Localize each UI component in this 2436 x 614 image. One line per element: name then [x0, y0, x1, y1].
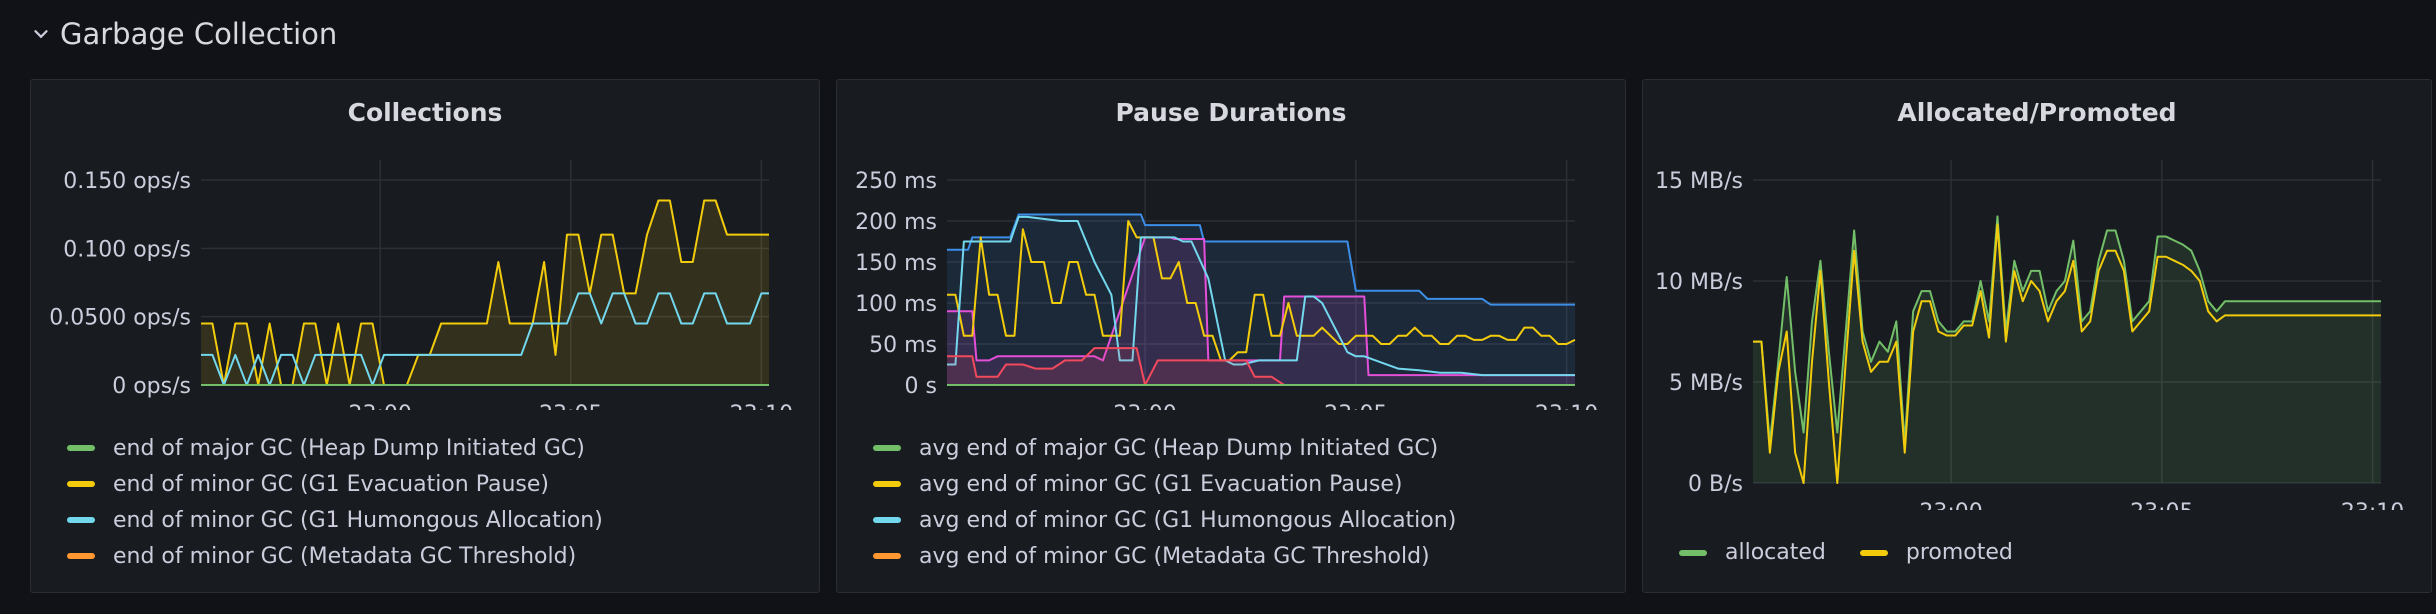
- legend-swatch: [1859, 549, 1888, 556]
- series-1: [1753, 223, 2381, 484]
- legend-label: promoted: [1905, 540, 2013, 565]
- legend-label: avg end of major GC (Heap Dump Initiated…: [919, 435, 1439, 461]
- x-tick-label: 23:05: [2130, 500, 2193, 510]
- legend-swatch: [1679, 549, 1707, 556]
- series-0: [1753, 215, 2381, 484]
- series-area: [947, 348, 1575, 385]
- legend-item[interactable]: avg end of minor GC (G1 Humongous Alloca…: [873, 502, 1456, 538]
- series-0: [947, 213, 1575, 385]
- panel-title: Collections: [347, 98, 503, 127]
- legend-label: avg end of minor GC (Metadata GC Thresho…: [919, 543, 1430, 569]
- legend-label: allocated: [1725, 540, 1826, 565]
- x-tick-label: 23:05: [539, 402, 602, 410]
- panel-collections[interactable]: Collections 0 ops/s 0.0500 ops/s 0.100 ops…: [30, 79, 820, 593]
- series-line: [947, 213, 1575, 306]
- chevron-down-icon: [34, 30, 48, 39]
- legend-item[interactable]: end of major GC (Heap Dump Initiated GC): [67, 430, 603, 466]
- chart-svg[interactable]: 0 ops/s 0.0500 ops/s 0.100 ops/s 0.150 ops/…: [31, 80, 819, 410]
- legend: end of major GC (Heap Dump Initiated GC)…: [67, 430, 603, 574]
- legend-label: end of minor GC (Metadata GC Threshold): [113, 543, 577, 569]
- series-area: [201, 200, 769, 385]
- x-tick-label: 23:10: [1535, 402, 1598, 410]
- y-tick-label: 0 ops/s: [112, 374, 191, 399]
- legend-item[interactable]: end of minor GC (Metadata GC Threshold): [67, 538, 603, 574]
- legend-item[interactable]: avg end of minor GC (Metadata GC Thresho…: [873, 538, 1456, 574]
- series-line: [1753, 223, 2381, 484]
- panel-title: Pause Durations: [1115, 98, 1347, 127]
- legend-swatch: [67, 481, 95, 487]
- y-tick-label: 0.100 ops/s: [63, 237, 191, 262]
- x-tick-label: 23:10: [2341, 500, 2404, 510]
- series-area: [947, 214, 1575, 385]
- y-tick-label: 0.0500 ops/s: [49, 306, 191, 331]
- y-tick-label: 0 B/s: [1688, 472, 1743, 497]
- series-1: [201, 292, 769, 386]
- chart-svg[interactable]: 0 s 50 ms 100 ms 150 ms 200 ms 250 ms 23:00 23:…: [837, 80, 1625, 410]
- series-2: [947, 220, 1576, 362]
- series-line: [201, 292, 769, 386]
- series-line: [1753, 215, 2381, 444]
- legend-label: avg end of minor GC (G1 Evacuation Pause…: [919, 471, 1403, 497]
- legend-swatch: [67, 553, 95, 559]
- y-tick-label: 10 MB/s: [1655, 270, 1743, 295]
- legend-swatch: [873, 445, 901, 451]
- legend-item[interactable]: end of minor GC (G1 Evacuation Pause): [67, 466, 603, 502]
- chart-svg[interactable]: 0 B/s 5 MB/s 10 MB/s 15 MB/s 23:00 23:05 23:10: [1643, 80, 2431, 510]
- series-line: [947, 347, 1575, 386]
- row-title: Garbage Collection: [60, 17, 338, 51]
- legend: avg end of major GC (Heap Dump Initiated…: [873, 430, 1456, 574]
- y-tick-label: 150 ms: [855, 251, 937, 276]
- legend-swatch: [67, 517, 95, 523]
- y-tick-label: 50 ms: [869, 333, 937, 358]
- legend-swatch: [873, 481, 901, 487]
- legend-label: end of minor GC (G1 Evacuation Pause): [113, 471, 549, 497]
- x-tick-label: 23:00: [1919, 500, 1982, 510]
- series-area: [1753, 216, 2381, 484]
- legend-item[interactable]: end of minor GC (G1 Humongous Allocation…: [67, 502, 603, 538]
- legend-label: end of major GC (Heap Dump Initiated GC): [113, 435, 585, 461]
- legend-label: avg end of minor GC (G1 Humongous Alloca…: [919, 507, 1457, 533]
- legend-swatch: [67, 445, 95, 451]
- legend-swatch: [873, 517, 901, 523]
- legend-label: end of minor GC (G1 Humongous Allocation…: [113, 507, 603, 533]
- legend-item[interactable]: allocated: [1679, 540, 1826, 565]
- legend: allocated promoted: [1679, 540, 2013, 565]
- series-5: [947, 347, 1575, 386]
- legend-swatch: [873, 553, 901, 559]
- y-tick-label: 0.150 ops/s: [63, 169, 191, 194]
- legend-item[interactable]: promoted: [1859, 540, 2013, 565]
- legend-item[interactable]: avg end of minor GC (G1 Evacuation Pause…: [873, 466, 1456, 502]
- x-tick-label: 23:00: [1113, 402, 1176, 410]
- legend-item[interactable]: avg end of major GC (Heap Dump Initiated…: [873, 430, 1456, 466]
- series-area: [947, 237, 1575, 385]
- series-line: [947, 220, 1576, 362]
- panel-allocated-promoted[interactable]: Allocated/Promoted 0 B/s 5 MB/s 10 MB/s 15 …: [1642, 79, 2432, 593]
- series-3: [947, 215, 1575, 377]
- x-tick-label: 23:05: [1324, 402, 1387, 410]
- row-header-garbage-collection[interactable]: Garbage Collection: [30, 12, 337, 56]
- y-tick-label: 100 ms: [855, 292, 937, 317]
- series-0: [201, 199, 769, 386]
- panel-title: Allocated/Promoted: [1897, 98, 2177, 127]
- y-tick-label: 0 s: [905, 374, 937, 399]
- y-tick-label: 250 ms: [855, 169, 937, 194]
- y-tick-label: 5 MB/s: [1669, 371, 1743, 396]
- panel-pause-durations[interactable]: Pause Durations 0 s 50 ms 100 ms 150 ms 200 …: [836, 79, 1626, 593]
- y-tick-label: 15 MB/s: [1655, 169, 1743, 194]
- x-tick-label: 23:10: [730, 402, 793, 410]
- y-tick-label: 200 ms: [855, 210, 937, 235]
- x-tick-label: 23:00: [348, 402, 411, 410]
- series-line: [947, 215, 1575, 377]
